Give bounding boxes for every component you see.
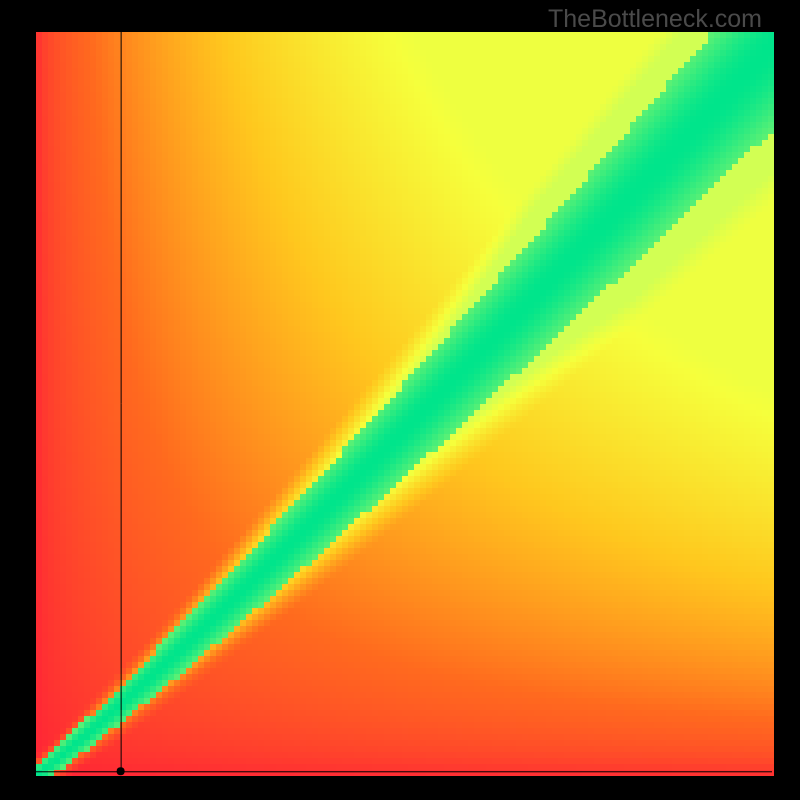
- bottleneck-heatmap: [0, 0, 800, 800]
- chart-container: TheBottleneck.com: [0, 0, 800, 800]
- watermark-text: TheBottleneck.com: [548, 5, 762, 34]
